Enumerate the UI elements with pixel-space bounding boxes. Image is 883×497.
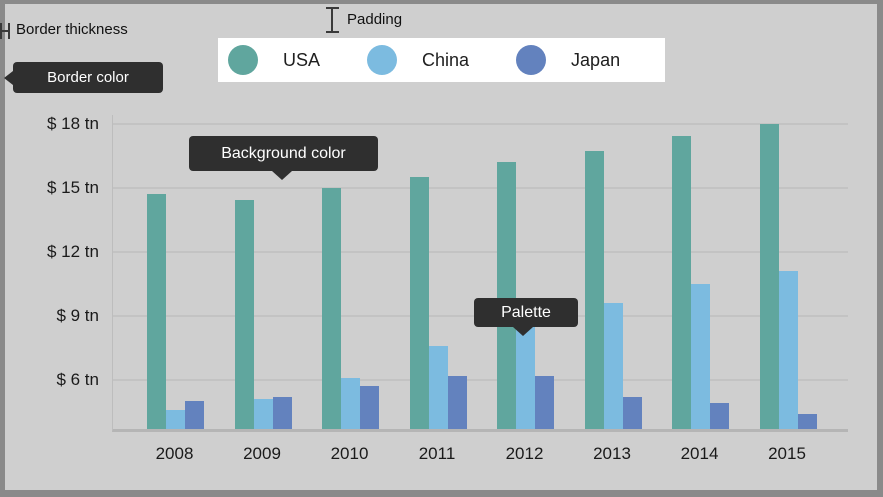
bar-japan-2015[interactable] — [797, 414, 817, 429]
bar-usa-2010[interactable] — [322, 187, 341, 429]
bar-usa-2012[interactable] — [497, 162, 516, 429]
bar-china-2013[interactable] — [603, 302, 623, 429]
bar-japan-2008[interactable] — [185, 401, 204, 429]
bar-china-2008[interactable] — [166, 409, 185, 429]
bar-usa-2011[interactable] — [409, 176, 429, 429]
legend-item-usa[interactable]: USA — [228, 45, 320, 75]
bar-china-2014[interactable] — [691, 283, 710, 429]
tooltip-arrow-down-icon — [513, 327, 533, 336]
x-tick-label: 2009 — [243, 444, 281, 463]
bar-usa-2009[interactable] — [234, 200, 254, 429]
border-color-tooltip: Border color — [4, 62, 163, 93]
tooltip-arrow-down-icon — [272, 171, 292, 180]
bar-china-2009[interactable] — [253, 399, 273, 429]
bar-usa-2013[interactable] — [584, 151, 604, 429]
y-tick-label: $ 18 tn — [47, 113, 99, 133]
gridline — [113, 250, 848, 253]
bar-usa-2014[interactable] — [672, 136, 691, 429]
gridline — [113, 378, 848, 381]
x-tick-label: 2013 — [593, 444, 631, 463]
bar-japan-2009[interactable] — [272, 396, 292, 429]
legend-item-label: USA — [283, 49, 321, 70]
x-tick-label: 2008 — [155, 444, 194, 463]
bar-japan-2011[interactable] — [447, 375, 467, 429]
x-tick-label: 2012 — [505, 444, 544, 463]
palette-tooltip-label: Palette — [501, 303, 551, 321]
legend-marker-circle-icon — [367, 45, 398, 75]
tooltip-arrow-left-icon — [4, 70, 13, 85]
bar-japan-2014[interactable] — [710, 403, 729, 429]
bar-japan-2012[interactable] — [535, 375, 554, 429]
x-tick-label: 2010 — [330, 444, 369, 463]
padding-label: Padding — [347, 11, 403, 28]
legend-item-japan[interactable]: Japan — [516, 45, 620, 75]
bar-usa-2008[interactable] — [147, 194, 166, 429]
gridline — [113, 122, 848, 125]
padding-ibeam-icon — [326, 7, 339, 33]
x-tick-label: 2015 — [768, 444, 806, 463]
palette-tooltip: Palette — [474, 298, 578, 336]
border-thickness-ibeam-icon — [0, 23, 10, 39]
bar-japan-2013[interactable] — [622, 396, 642, 429]
y-tick-label: $ 15 tn — [47, 177, 99, 197]
legend-marker-circle-icon — [228, 45, 258, 75]
chart-legend: USA China Japan — [218, 38, 665, 82]
background-color-tooltip: Background color — [189, 136, 378, 180]
legend-item-label: China — [422, 49, 470, 70]
bar-china-2012[interactable] — [516, 324, 535, 429]
x-tick-label: 2014 — [680, 444, 719, 463]
y-tick-label: $ 12 tn — [47, 241, 99, 261]
bar-china-2010[interactable] — [341, 377, 360, 429]
bar-usa-2015[interactable] — [759, 123, 779, 429]
bar-china-2015[interactable] — [778, 270, 798, 429]
y-tick-label: $ 6 tn — [56, 369, 99, 389]
plot-area — [112, 115, 848, 432]
legend-item-china[interactable]: China — [367, 45, 469, 75]
legend-item-label: Japan — [571, 49, 621, 70]
border-thickness-label: Border thickness — [16, 21, 128, 38]
legend-marker-circle-icon — [516, 45, 547, 75]
border-color-tooltip-label: Border color — [47, 69, 129, 86]
bar-japan-2010[interactable] — [360, 386, 379, 429]
x-tick-label: 2011 — [418, 444, 456, 463]
gridline — [113, 186, 848, 189]
y-tick-label: $ 9 tn — [56, 305, 99, 325]
background-color-tooltip-label: Background color — [221, 144, 346, 162]
bar-china-2011[interactable] — [428, 345, 448, 429]
